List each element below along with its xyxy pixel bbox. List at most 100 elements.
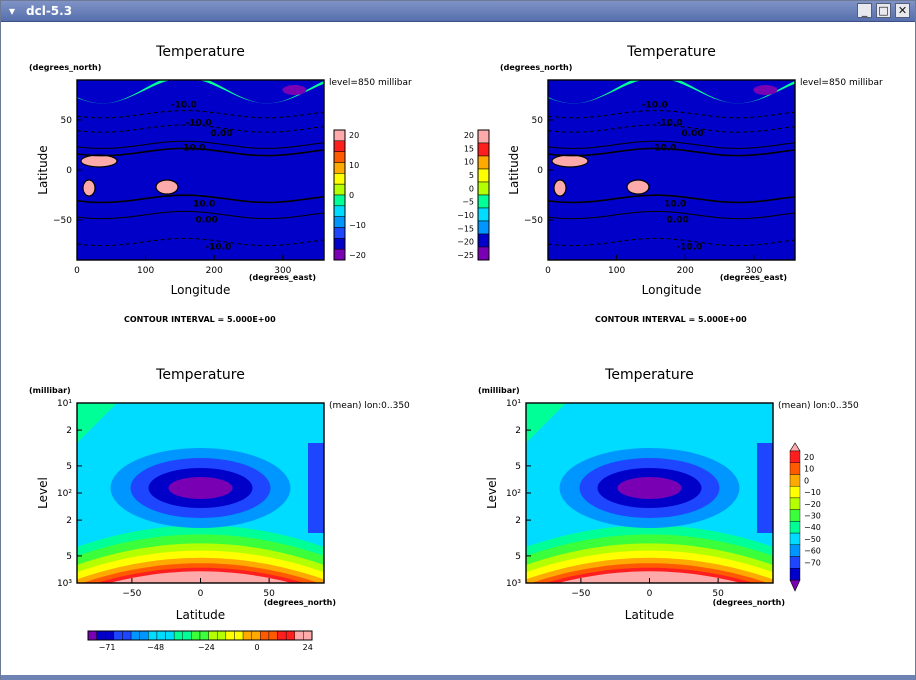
contour-label: 0.00 bbox=[681, 129, 703, 139]
x-tick-label: 200 bbox=[206, 266, 223, 276]
y-tick-label: 50 bbox=[532, 116, 544, 126]
colorbar-segment bbox=[156, 630, 166, 641]
y-tick-label: 5 bbox=[515, 552, 521, 562]
y-tick-label: 10³ bbox=[57, 579, 72, 589]
colorbar-segment bbox=[789, 544, 801, 557]
contour-line bbox=[77, 124, 324, 133]
colorbar: −71 −48 −24 0 24 bbox=[87, 630, 313, 652]
colorbar-segment bbox=[789, 556, 801, 569]
contour-band bbox=[626, 179, 650, 195]
colorbar-tick: −20 bbox=[349, 251, 366, 260]
colorbar-tick: −10 bbox=[804, 488, 821, 497]
contour-band bbox=[77, 80, 324, 104]
y-axis-label: Latitude bbox=[36, 145, 50, 194]
x-tick-label: 0 bbox=[545, 266, 551, 276]
window-bottom-border bbox=[1, 675, 915, 680]
colorbar-segment bbox=[303, 630, 313, 641]
contour-line bbox=[548, 194, 795, 204]
colorbar-tick: 10 bbox=[804, 465, 814, 474]
contour-band bbox=[77, 403, 117, 443]
mean-annotation: (mean) lon:0..350 bbox=[329, 401, 410, 411]
contour-band bbox=[109, 571, 292, 583]
contour-line bbox=[548, 110, 795, 119]
colorbar-tick: 0 bbox=[804, 476, 809, 485]
window-menu-chevron-icon[interactable]: ▾ bbox=[8, 4, 16, 18]
colorbar-segment bbox=[234, 630, 244, 641]
colorbar-segment bbox=[191, 630, 201, 641]
mean-annotation: (mean) lon:0..350 bbox=[778, 401, 859, 411]
contour-band bbox=[77, 80, 324, 260]
contour-label: 0.00 bbox=[210, 129, 232, 139]
colorbar-arrow-bottom bbox=[789, 579, 801, 592]
colorbar-tick: −70 bbox=[804, 558, 821, 567]
colorbar-segment bbox=[789, 450, 801, 463]
contour-line bbox=[77, 110, 324, 119]
colorbar-segment bbox=[333, 194, 346, 207]
chart-3: Temperature (millibar) (mean) lon:0..350 La… bbox=[478, 367, 859, 622]
colorbar-segment bbox=[477, 142, 490, 157]
colorbar-segment bbox=[789, 521, 801, 534]
colorbar-segment bbox=[477, 233, 490, 248]
chart-title: Temperature bbox=[155, 367, 245, 383]
y-tick-label: 2 bbox=[515, 426, 521, 436]
minimize-button[interactable]: _ bbox=[857, 3, 872, 18]
contour-band bbox=[155, 179, 179, 195]
colorbar-segment bbox=[477, 168, 490, 183]
contour-line bbox=[77, 147, 324, 157]
contour-line bbox=[548, 140, 795, 149]
colorbar-segment bbox=[113, 630, 123, 641]
colorbar-tick: −25 bbox=[457, 251, 474, 260]
colorbar-tick: −30 bbox=[804, 512, 821, 521]
x-tick-label: 0 bbox=[74, 266, 80, 276]
colorbar-segment bbox=[789, 462, 801, 475]
colorbar-tick: −71 bbox=[99, 643, 116, 652]
y-unit: (degrees_north) bbox=[29, 63, 101, 72]
y-tick-label: 10³ bbox=[506, 579, 521, 589]
y-axis-label: Latitude bbox=[507, 145, 521, 194]
colorbar-segment bbox=[789, 509, 801, 522]
colorbar-segment bbox=[148, 630, 158, 641]
colorbar-segment bbox=[333, 205, 346, 217]
y-tick-label: 50 bbox=[61, 116, 73, 126]
contour-line bbox=[77, 194, 324, 204]
contour-label: 0.00 bbox=[667, 216, 689, 226]
y-tick-label: 5 bbox=[515, 462, 521, 472]
x-tick-label: 0 bbox=[198, 589, 204, 599]
plot-canvas: -10.0 -10.0 0.00 10.0 10.0 0.00 -10.0 Temperatu… bbox=[6, 23, 912, 675]
section-fill bbox=[526, 403, 773, 583]
x-axis-label: Longitude bbox=[171, 283, 231, 297]
chart-title: Temperature bbox=[626, 44, 716, 60]
plots-svg: -10.0-10.00.0010.010.00.00-10.0Temperatu… bbox=[29, 44, 883, 652]
colorbar-segment bbox=[333, 173, 346, 185]
x-axis-label: Latitude bbox=[176, 608, 225, 622]
x-unit: (degrees_east) bbox=[249, 273, 316, 282]
title-bar[interactable]: ▾ dcl-5.3 _ □ ✕ bbox=[1, 1, 915, 22]
contour-line bbox=[77, 237, 324, 247]
x-tick-label: 50 bbox=[712, 589, 724, 599]
maximize-button[interactable]: □ bbox=[876, 3, 891, 18]
x-tick-label: 50 bbox=[263, 589, 275, 599]
colorbar-segment bbox=[789, 568, 801, 581]
colorbar-frame bbox=[477, 129, 490, 261]
colorbar-tick: −24 bbox=[198, 643, 215, 652]
y-tick-label: 2 bbox=[515, 516, 521, 526]
contour-band bbox=[753, 85, 778, 95]
contour-line bbox=[77, 140, 324, 149]
colorbar-segment bbox=[130, 630, 140, 641]
colorbar-tick: 0 bbox=[469, 184, 474, 193]
x-tick-label: 200 bbox=[677, 266, 694, 276]
colorbar: 20 10 0 −10 −20 −30 −40 −50 −60 −70 bbox=[789, 442, 821, 592]
map-fill bbox=[548, 80, 795, 260]
colorbar-tick: −48 bbox=[147, 643, 164, 652]
contour-band bbox=[80, 154, 118, 168]
x-axis-label: Latitude bbox=[625, 608, 674, 622]
contour-label: -10.0 bbox=[205, 243, 231, 253]
contour-line bbox=[548, 147, 795, 157]
colorbar-tick: −50 bbox=[804, 535, 821, 544]
colorbar-frame bbox=[87, 630, 313, 641]
colorbar-segment bbox=[333, 151, 346, 163]
x-unit: (degrees_north) bbox=[264, 598, 336, 607]
contour-label: 0.00 bbox=[196, 216, 218, 226]
close-button[interactable]: ✕ bbox=[895, 3, 910, 18]
colorbar-tick: −15 bbox=[457, 224, 474, 233]
